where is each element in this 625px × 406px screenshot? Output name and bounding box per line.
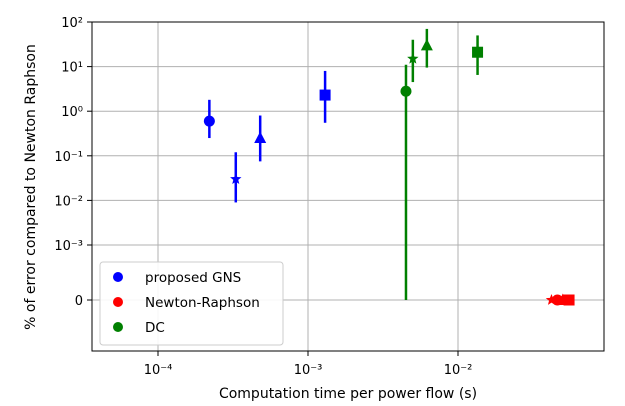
data-point-circle <box>203 115 215 127</box>
data-point-square <box>472 46 484 58</box>
data-point-star <box>230 173 242 184</box>
series-dc <box>400 28 484 300</box>
series-proposed-gns <box>203 70 331 203</box>
legend-box <box>99 261 284 346</box>
legend-label-newton-raphson: Newton-Raphson <box>145 295 260 311</box>
data-point-star <box>407 52 419 64</box>
x-axis-ticks: 10⁻⁴ 10⁻³ 10⁻² <box>144 351 473 378</box>
legend: proposed GNS Newton-Raphson DC <box>99 261 284 346</box>
data-point-triangle <box>420 38 433 51</box>
x-tick-label: 10⁻² <box>444 363 473 378</box>
legend-marker-dc <box>113 322 123 332</box>
legend-label-proposed-gns: proposed GNS <box>145 270 241 286</box>
legend-marker-proposed-gns <box>113 272 123 282</box>
plot-frame <box>91 21 605 352</box>
x-axis-label: Computation time per power flow (s) <box>219 386 477 402</box>
data-series <box>203 28 575 306</box>
x-tick-label: 10⁻⁴ <box>144 363 173 378</box>
data-point-circle <box>400 85 412 97</box>
legend-marker-newton-raphson <box>113 297 123 307</box>
y-tick-label: 10¹ <box>61 61 83 76</box>
y-tick-label: 10⁻² <box>54 194 83 209</box>
y-tick-label: 10² <box>61 16 83 31</box>
y-tick-label: 10⁻³ <box>54 239 83 254</box>
y-axis-label: % of error compared to Newton Raphson <box>23 44 39 330</box>
x-tick-label: 10⁻³ <box>294 363 323 378</box>
y-tick-label: 10⁰ <box>61 105 83 120</box>
data-point-square <box>319 89 331 101</box>
data-point-square <box>563 294 575 306</box>
y-axis-ticks: 10² 10¹ 10⁰ 10⁻¹ 10⁻² 10⁻³ 0 <box>54 16 92 309</box>
series-newton-raphson <box>545 293 575 306</box>
legend-label-dc: DC <box>145 320 165 336</box>
y-tick-label: 0 <box>75 294 83 309</box>
data-point-star <box>545 294 558 305</box>
data-point-triangle <box>254 131 267 144</box>
y-tick-label: 10⁻¹ <box>54 150 83 165</box>
